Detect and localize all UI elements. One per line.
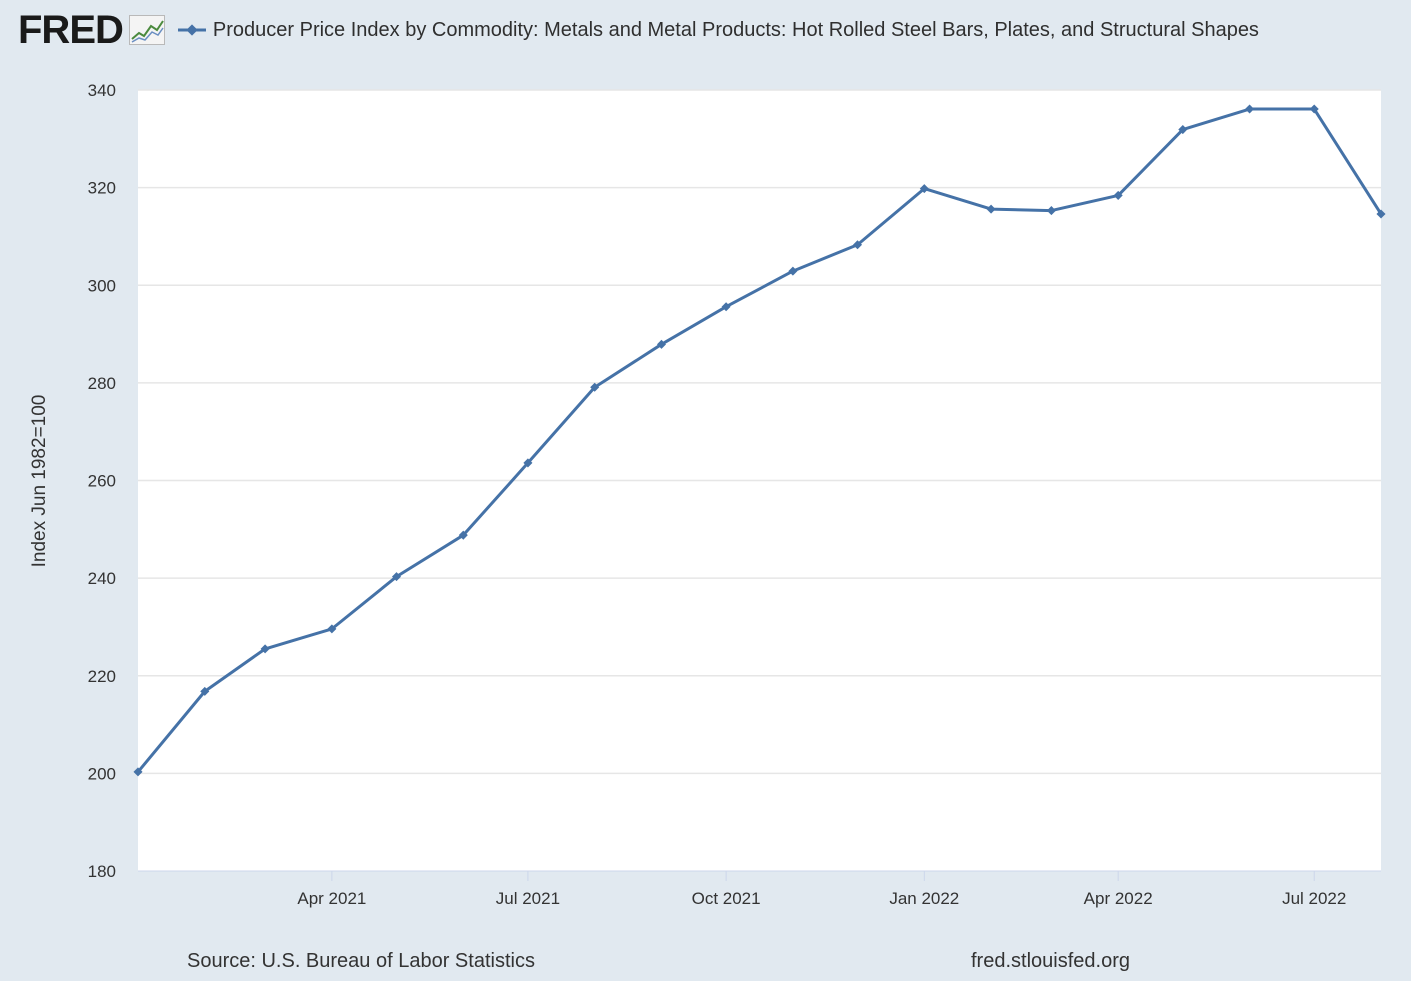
x-tick-label: Apr 2021 xyxy=(297,889,366,908)
data-point[interactable] xyxy=(788,266,798,276)
series-title: Producer Price Index by Commodity: Metal… xyxy=(212,18,1259,41)
x-tick-label: Jul 2022 xyxy=(1282,889,1346,908)
series-group xyxy=(133,104,1386,777)
y-tick-label: 260 xyxy=(88,472,116,491)
y-tick-label: 200 xyxy=(88,764,116,783)
line-chart-icon xyxy=(128,15,165,45)
legend-marker-icon xyxy=(177,24,206,36)
x-tick-label: Jul 2021 xyxy=(496,889,560,908)
source-note: Source: U.S. Bureau of Labor Statistics xyxy=(187,950,535,972)
fred-url[interactable]: fred.stlouisfed.org xyxy=(971,950,1130,972)
data-point[interactable] xyxy=(919,184,929,194)
legend-item[interactable]: Producer Price Index by Commodity: Metal… xyxy=(177,19,1259,42)
x-tick-label: Jan 2022 xyxy=(889,889,959,908)
y-tick-label: 320 xyxy=(88,179,116,198)
data-point[interactable] xyxy=(523,458,533,468)
y-axis-title: Index Jun 1982=100 xyxy=(29,395,50,568)
x-axis-ticks: Apr 2021 Jul 2021 Oct 2021 Jan 2022 Apr 2022… xyxy=(297,871,1346,908)
x-tick-label: Oct 2021 xyxy=(692,889,761,908)
x-tick-label: Apr 2022 xyxy=(1084,889,1153,908)
y-tick-label: 220 xyxy=(88,667,116,686)
grid-lines xyxy=(138,89,1381,775)
chart-header: FRED Producer Price Index by Commodity: … xyxy=(18,7,1259,52)
data-point[interactable] xyxy=(458,530,468,540)
y-axis-ticks: 180 200 220 240 260 280 300 320 340 xyxy=(88,81,116,881)
y-tick-label: 280 xyxy=(88,374,116,393)
fred-logo[interactable]: FRED xyxy=(18,7,124,52)
data-point[interactable] xyxy=(656,339,667,349)
y-tick-label: 340 xyxy=(88,81,116,100)
y-tick-label: 240 xyxy=(88,569,116,588)
data-point[interactable] xyxy=(260,644,270,654)
y-tick-label: 300 xyxy=(88,276,116,295)
series-line[interactable] xyxy=(136,107,1383,773)
y-tick-label: 180 xyxy=(88,862,116,881)
